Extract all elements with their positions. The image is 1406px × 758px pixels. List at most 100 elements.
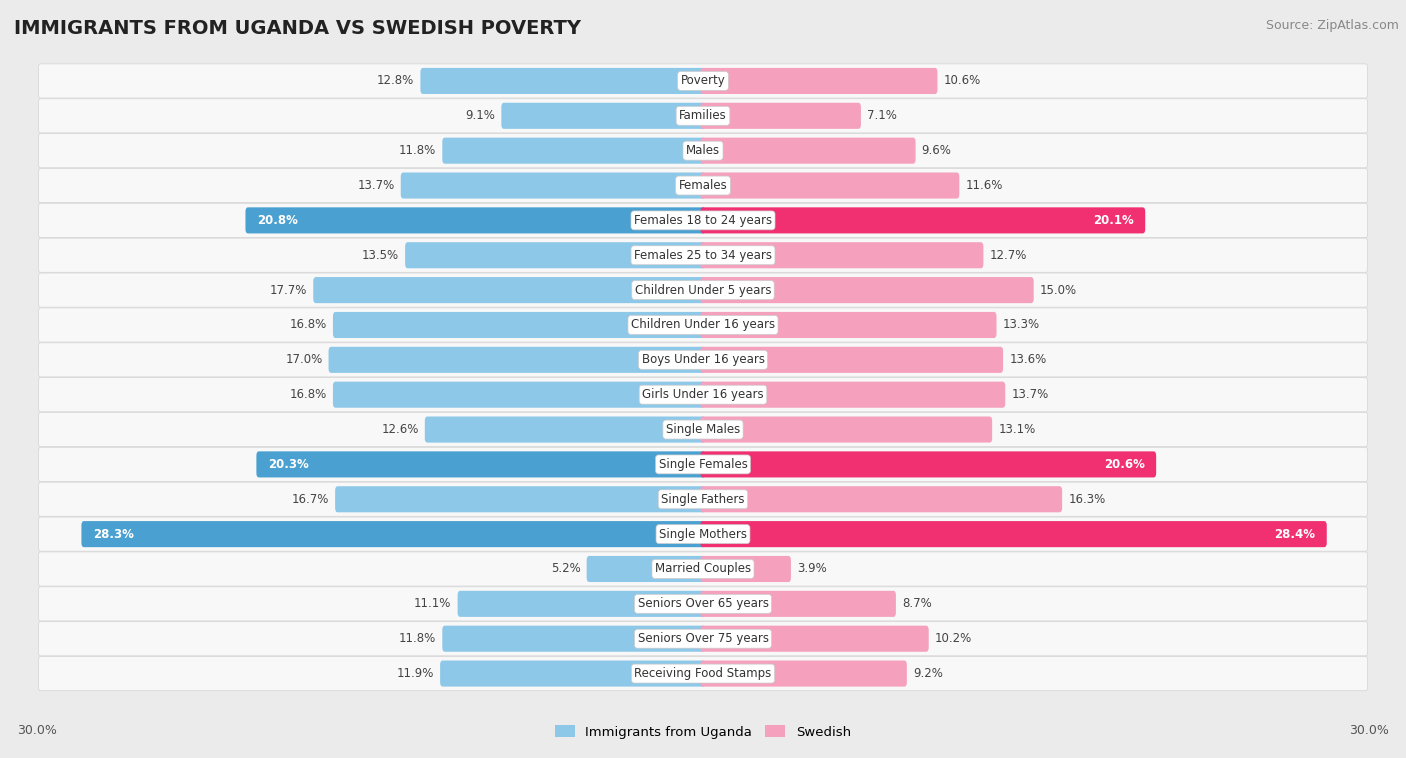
Text: 13.1%: 13.1%	[998, 423, 1035, 436]
Text: 11.8%: 11.8%	[399, 632, 436, 645]
FancyBboxPatch shape	[38, 168, 1368, 202]
Text: Females: Females	[679, 179, 727, 192]
Text: 10.6%: 10.6%	[943, 74, 981, 87]
Text: Single Females: Single Females	[658, 458, 748, 471]
Text: Married Couples: Married Couples	[655, 562, 751, 575]
Text: 12.8%: 12.8%	[377, 74, 415, 87]
Text: Children Under 16 years: Children Under 16 years	[631, 318, 775, 331]
Text: 20.3%: 20.3%	[267, 458, 308, 471]
FancyBboxPatch shape	[38, 308, 1368, 342]
Text: Single Mothers: Single Mothers	[659, 528, 747, 540]
FancyBboxPatch shape	[700, 451, 1156, 478]
Text: 10.2%: 10.2%	[935, 632, 972, 645]
FancyBboxPatch shape	[38, 99, 1368, 133]
Text: Children Under 5 years: Children Under 5 years	[634, 283, 772, 296]
FancyBboxPatch shape	[502, 103, 706, 129]
Text: 13.3%: 13.3%	[1002, 318, 1040, 331]
Text: 13.5%: 13.5%	[361, 249, 399, 262]
Text: 30.0%: 30.0%	[17, 724, 56, 737]
FancyBboxPatch shape	[586, 556, 706, 582]
FancyBboxPatch shape	[700, 68, 938, 94]
FancyBboxPatch shape	[38, 64, 1368, 98]
Text: 11.8%: 11.8%	[399, 144, 436, 157]
Text: 7.1%: 7.1%	[868, 109, 897, 122]
Text: 3.9%: 3.9%	[797, 562, 827, 575]
FancyBboxPatch shape	[440, 660, 706, 687]
Text: 9.2%: 9.2%	[912, 667, 943, 680]
FancyBboxPatch shape	[700, 312, 997, 338]
FancyBboxPatch shape	[38, 273, 1368, 307]
FancyBboxPatch shape	[700, 208, 1146, 233]
Text: 11.9%: 11.9%	[396, 667, 434, 680]
Text: 28.4%: 28.4%	[1274, 528, 1316, 540]
Text: IMMIGRANTS FROM UGANDA VS SWEDISH POVERTY: IMMIGRANTS FROM UGANDA VS SWEDISH POVERT…	[14, 19, 581, 38]
Text: 16.7%: 16.7%	[291, 493, 329, 506]
FancyBboxPatch shape	[700, 521, 1327, 547]
Text: Seniors Over 65 years: Seniors Over 65 years	[637, 597, 769, 610]
FancyBboxPatch shape	[443, 625, 706, 652]
FancyBboxPatch shape	[314, 277, 706, 303]
Text: 17.7%: 17.7%	[270, 283, 307, 296]
Text: Poverty: Poverty	[681, 74, 725, 87]
Text: Females 25 to 34 years: Females 25 to 34 years	[634, 249, 772, 262]
FancyBboxPatch shape	[401, 173, 706, 199]
FancyBboxPatch shape	[82, 521, 706, 547]
Legend: Immigrants from Uganda, Swedish: Immigrants from Uganda, Swedish	[550, 720, 856, 744]
FancyBboxPatch shape	[457, 590, 706, 617]
Text: Males: Males	[686, 144, 720, 157]
Text: 20.1%: 20.1%	[1092, 214, 1133, 227]
Text: 20.6%: 20.6%	[1104, 458, 1144, 471]
FancyBboxPatch shape	[700, 346, 1002, 373]
FancyBboxPatch shape	[38, 203, 1368, 237]
Text: 9.1%: 9.1%	[465, 109, 495, 122]
FancyBboxPatch shape	[38, 656, 1368, 691]
Text: 8.7%: 8.7%	[903, 597, 932, 610]
Text: Single Fathers: Single Fathers	[661, 493, 745, 506]
Text: 11.6%: 11.6%	[966, 179, 1002, 192]
FancyBboxPatch shape	[700, 138, 915, 164]
Text: 12.6%: 12.6%	[381, 423, 419, 436]
FancyBboxPatch shape	[420, 68, 706, 94]
FancyBboxPatch shape	[38, 622, 1368, 656]
Text: 30.0%: 30.0%	[1350, 724, 1389, 737]
Text: Receiving Food Stamps: Receiving Food Stamps	[634, 667, 772, 680]
Text: 13.7%: 13.7%	[1011, 388, 1049, 401]
FancyBboxPatch shape	[333, 381, 706, 408]
FancyBboxPatch shape	[700, 277, 1033, 303]
FancyBboxPatch shape	[246, 208, 706, 233]
Text: 13.6%: 13.6%	[1010, 353, 1046, 366]
FancyBboxPatch shape	[38, 552, 1368, 586]
FancyBboxPatch shape	[38, 412, 1368, 446]
Text: Boys Under 16 years: Boys Under 16 years	[641, 353, 765, 366]
Text: 16.3%: 16.3%	[1069, 493, 1105, 506]
Text: 15.0%: 15.0%	[1040, 283, 1077, 296]
FancyBboxPatch shape	[38, 587, 1368, 621]
Text: Families: Families	[679, 109, 727, 122]
Text: Single Males: Single Males	[666, 423, 740, 436]
Text: Girls Under 16 years: Girls Under 16 years	[643, 388, 763, 401]
FancyBboxPatch shape	[38, 238, 1368, 272]
Text: 13.7%: 13.7%	[357, 179, 395, 192]
Text: Females 18 to 24 years: Females 18 to 24 years	[634, 214, 772, 227]
Text: 16.8%: 16.8%	[290, 318, 326, 331]
FancyBboxPatch shape	[700, 590, 896, 617]
FancyBboxPatch shape	[38, 447, 1368, 481]
FancyBboxPatch shape	[38, 517, 1368, 551]
Text: 28.3%: 28.3%	[93, 528, 134, 540]
FancyBboxPatch shape	[38, 377, 1368, 412]
Text: 12.7%: 12.7%	[990, 249, 1026, 262]
FancyBboxPatch shape	[700, 625, 929, 652]
FancyBboxPatch shape	[700, 243, 983, 268]
Text: 9.6%: 9.6%	[922, 144, 952, 157]
FancyBboxPatch shape	[700, 173, 959, 199]
Text: 16.8%: 16.8%	[290, 388, 326, 401]
FancyBboxPatch shape	[700, 660, 907, 687]
FancyBboxPatch shape	[38, 343, 1368, 377]
Text: 17.0%: 17.0%	[285, 353, 322, 366]
FancyBboxPatch shape	[700, 103, 860, 129]
FancyBboxPatch shape	[333, 312, 706, 338]
FancyBboxPatch shape	[256, 451, 706, 478]
FancyBboxPatch shape	[700, 486, 1062, 512]
FancyBboxPatch shape	[425, 416, 706, 443]
Text: 20.8%: 20.8%	[257, 214, 298, 227]
